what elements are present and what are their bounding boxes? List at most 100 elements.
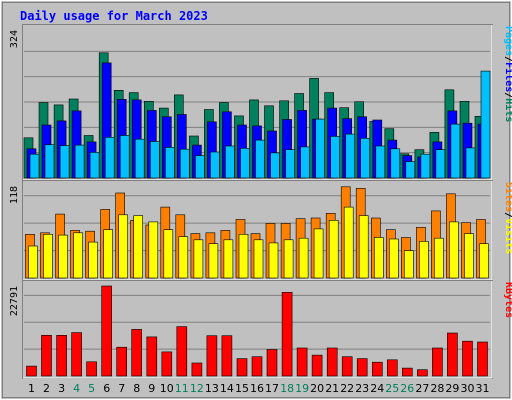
bar-kbytes-day-30	[462, 340, 473, 377]
legend-part: /	[503, 92, 512, 98]
day-label-31: 31	[476, 382, 490, 395]
bar-pages-day-22	[345, 133, 356, 179]
y-axis-legend-bottom: KBytes	[503, 282, 512, 318]
chart-title: Daily usage for March 2023	[20, 9, 208, 23]
bar-kbytes-day-24	[371, 361, 383, 377]
bar-sites-day-20	[313, 228, 324, 279]
day-label-10: 10	[160, 382, 174, 395]
bar-pages-day-27	[420, 153, 431, 179]
bar-sites-day-23	[358, 215, 369, 279]
day-label-27: 27	[415, 382, 429, 395]
legend-part: Visits	[503, 218, 512, 254]
bar-kbytes-day-25	[386, 359, 398, 377]
bar-sites-day-15	[238, 234, 249, 279]
day-label-15: 15	[235, 382, 249, 395]
y-axis-legend-top: Pages/Files/Hits	[503, 26, 512, 122]
bar-sites-day-2	[43, 234, 53, 279]
bar-sites-day-19	[298, 237, 309, 279]
day-label-5: 5	[88, 382, 95, 395]
bar-sites-day-10	[163, 229, 174, 279]
bar-kbytes-day-20	[311, 354, 323, 377]
bar-pages-day-20	[315, 118, 325, 179]
day-label-1: 1	[28, 382, 35, 395]
bar-sites-day-6	[103, 229, 113, 279]
bar-sites-day-24	[373, 237, 384, 279]
bar-sites-day-22	[343, 206, 354, 279]
day-label-20: 20	[310, 382, 324, 395]
bar-pages-day-5	[89, 152, 100, 179]
bar-kbytes-day-16	[251, 356, 263, 377]
bar-sites-day-9	[148, 221, 159, 279]
bar-kbytes-day-3	[56, 334, 67, 377]
day-label-23: 23	[355, 382, 369, 395]
day-label-19: 19	[295, 382, 309, 395]
bar-kbytes-day-19	[296, 347, 308, 377]
bar-pages-day-8	[134, 138, 145, 179]
bar-sites-day-4	[73, 232, 83, 279]
bar-kbytes-day-26	[401, 367, 413, 377]
bar-sites-day-5	[88, 241, 98, 279]
bar-pages-day-2	[44, 144, 55, 179]
legend-part: Hits	[503, 98, 512, 122]
bar-sites-day-18	[283, 239, 294, 279]
bar-pages-day-18	[285, 149, 295, 179]
day-label-24: 24	[370, 382, 384, 395]
bar-kbytes-day-8	[131, 329, 142, 377]
bar-kbytes-day-29	[447, 332, 458, 377]
bar-kbytes-day-18	[281, 291, 293, 377]
panel-bottom: 22791 KBytes	[9, 280, 512, 379]
bar-kbytes-day-14	[221, 335, 233, 377]
day-label-29: 29	[445, 382, 459, 395]
bar-kbytes-day-22	[341, 356, 353, 377]
bar-pages-day-31	[480, 70, 491, 179]
day-label-8: 8	[133, 382, 140, 395]
bar-sites-day-29	[449, 221, 459, 279]
bar-pages-day-21	[330, 136, 341, 179]
day-label-2: 2	[43, 382, 50, 395]
day-axis-labels: 1 2 3 4 5 6 7 8 9 10 11 12 13 14 15 16 17 18 19 20 21 22 23 24 2…	[28, 382, 490, 395]
y-axis-max-label: 324	[9, 30, 20, 48]
bar-sites-day-3	[58, 234, 68, 279]
bar-kbytes-day-10	[161, 351, 173, 377]
bar-pages-day-30	[465, 147, 476, 179]
legend-part: Sites	[503, 182, 512, 212]
y-axis-legend-middle: Sites/Visits	[503, 182, 512, 254]
bar-pages-day-13	[210, 151, 220, 179]
bar-kbytes-day-2	[41, 334, 52, 377]
day-label-17: 17	[265, 382, 279, 395]
bar-kbytes-day-9	[146, 336, 158, 377]
bar-sites-day-12	[193, 239, 204, 279]
bar-pages-day-24	[375, 145, 386, 179]
bar-sites-day-8	[133, 215, 143, 279]
panel-top: 324 Pages/Files/Hits	[9, 24, 512, 181]
bar-pages-day-15	[240, 148, 250, 179]
day-label-12: 12	[190, 382, 204, 395]
bar-pages-day-17	[270, 152, 280, 179]
bar-kbytes-day-28	[432, 347, 443, 377]
bar-pages-day-14	[225, 145, 235, 179]
day-label-7: 7	[118, 382, 125, 395]
bar-kbytes-day-15	[236, 358, 248, 377]
bar-sites-day-16	[253, 239, 264, 279]
day-label-28: 28	[430, 382, 444, 395]
bar-kbytes-day-27	[417, 369, 428, 377]
bar-kbytes-day-12	[191, 362, 203, 377]
bar-pages-day-10	[165, 147, 175, 179]
day-label-25: 25	[385, 382, 399, 395]
day-label-21: 21	[325, 382, 339, 395]
bar-kbytes-day-23	[356, 358, 368, 377]
bar-sites-day-21	[328, 220, 339, 279]
bar-kbytes-day-11	[176, 326, 188, 377]
legend-part: /	[503, 56, 512, 62]
day-label-9: 9	[148, 382, 155, 395]
day-label-4: 4	[73, 382, 80, 395]
day-label-14: 14	[220, 382, 234, 395]
bar-sites-day-28	[434, 237, 444, 279]
bar-sites-day-11	[178, 236, 189, 279]
day-label-16: 16	[250, 382, 264, 395]
legend-part: Files	[503, 62, 512, 92]
bar-pages-day-11	[180, 148, 190, 179]
chart-panels: 324Pages/Files/Hits118Sites/Visits22791K…	[9, 24, 512, 379]
